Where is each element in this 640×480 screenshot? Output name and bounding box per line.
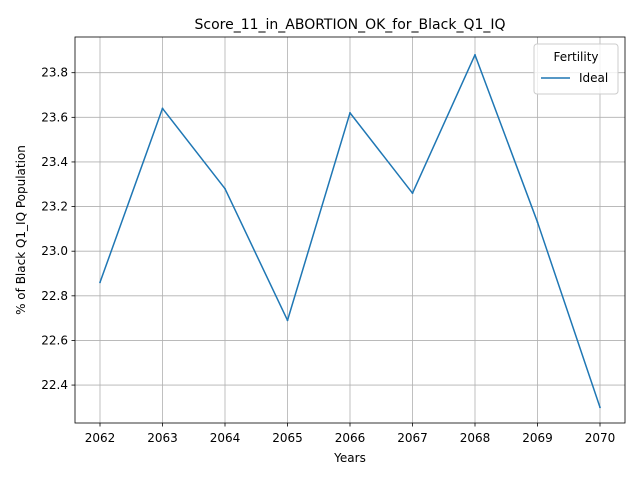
y-axis-title: % of Black Q1_IQ Population <box>14 145 28 315</box>
x-axis: 2062 2063 2064 2065 2066 2067 2068 2069 2070 <box>85 423 616 445</box>
x-tick-label: 2068 <box>460 431 491 445</box>
legend-label-ideal: Ideal <box>579 71 608 85</box>
y-tick-label: 23.8 <box>41 66 68 80</box>
y-tick-label: 22.6 <box>41 333 68 347</box>
series-layer <box>99 53 601 409</box>
y-tick-label: 23.4 <box>41 155 68 169</box>
legend-title: Fertility <box>553 50 598 64</box>
y-tick-label: 23.0 <box>41 244 68 258</box>
data-point <box>286 319 289 322</box>
y-tick-label: 23.6 <box>41 110 68 124</box>
x-tick-label: 2067 <box>397 431 428 445</box>
x-tick-label: 2062 <box>85 431 116 445</box>
x-tick-label: 2063 <box>147 431 178 445</box>
data-point <box>474 53 476 56</box>
data-point <box>99 281 101 284</box>
x-tick-label: 2069 <box>522 431 553 445</box>
x-tick-label: 2064 <box>210 431 241 445</box>
x-axis-title: Years <box>333 451 366 465</box>
y-tick-label: 22.4 <box>41 378 68 392</box>
data-point <box>536 221 539 224</box>
x-tick-label: 2065 <box>272 431 303 445</box>
legend: Fertility Ideal <box>533 43 619 95</box>
x-tick-label: 2066 <box>335 431 366 445</box>
data-point <box>224 187 226 190</box>
legend-frame <box>533 43 619 95</box>
x-tick-label: 2070 <box>585 431 616 445</box>
data-point <box>411 192 414 195</box>
grid <box>75 37 625 423</box>
data-point <box>349 111 351 114</box>
chart-title: Score_11_in_ABORTION_OK_for_Black_Q1_IQ <box>194 17 505 33</box>
data-point <box>599 406 601 409</box>
data-point <box>161 107 164 110</box>
y-axis: 22.4 22.6 22.8 23.0 23.2 23.4 23.6 23.8 <box>41 66 75 392</box>
y-tick-label: 22.8 <box>41 289 68 303</box>
y-tick-label: 23.2 <box>41 200 68 214</box>
